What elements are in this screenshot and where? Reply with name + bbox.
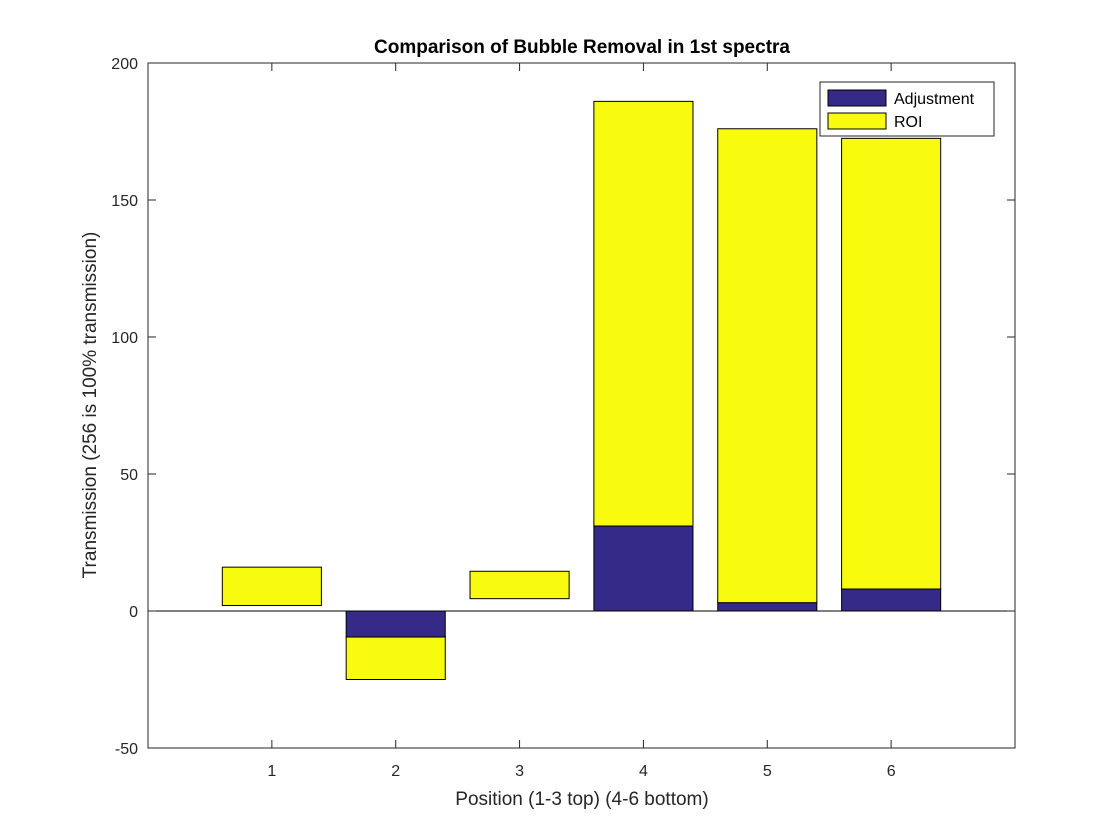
x-tick-label: 2 <box>391 763 400 780</box>
y-tick-label: 200 <box>111 56 138 73</box>
legend-swatch-adjustment <box>827 89 887 107</box>
x-tick-label: 4 <box>639 763 648 780</box>
legend-label-adjustment: Adjustment <box>894 91 975 108</box>
y-tick-label: 150 <box>111 193 138 210</box>
legend-swatch-roi <box>827 112 887 130</box>
bar-roi-4 <box>593 100 694 527</box>
bar-roi-3 <box>469 570 570 600</box>
chart-title: Comparison of Bubble Removal in 1st spec… <box>374 37 790 58</box>
bar-roi-1 <box>221 566 322 607</box>
bar-roi-6 <box>841 137 942 590</box>
bar-adjustment-4 <box>593 525 694 612</box>
y-axis-label: Transmission (256 is 100% transmission) <box>80 232 101 579</box>
y-tick-label: 100 <box>111 330 138 347</box>
x-tick-label: 1 <box>267 763 276 780</box>
bar-roi-2 <box>345 636 446 681</box>
legend-label-roi: ROI <box>894 114 922 131</box>
y-tick-label: -50 <box>115 741 138 758</box>
bar-adjustment-2 <box>345 610 446 638</box>
bar-adjustment-6 <box>841 588 942 612</box>
plot-area: -50 0 50 100 150 200 1 2 3 4 5 6 <box>111 56 1016 780</box>
bar-roi-5 <box>717 128 818 604</box>
x-axis-label: Position (1-3 top) (4-6 bottom) <box>455 789 708 810</box>
x-tick-label: 5 <box>763 763 772 780</box>
x-tick-label: 6 <box>887 763 896 780</box>
bar-adjustment-5 <box>717 602 818 612</box>
legend: Adjustment ROI <box>819 81 995 137</box>
y-tick-label: 0 <box>129 604 138 621</box>
x-tick-label: 3 <box>515 763 524 780</box>
y-tick-label: 50 <box>120 467 138 484</box>
